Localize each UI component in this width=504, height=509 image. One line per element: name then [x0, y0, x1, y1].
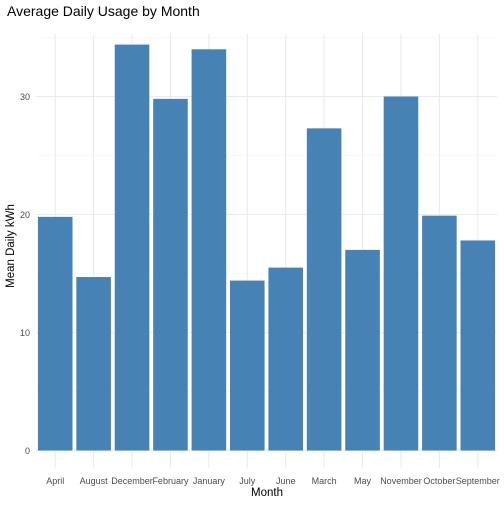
bar-june: [268, 267, 303, 451]
x-tick-label: May: [354, 476, 372, 486]
x-tick-label: November: [380, 476, 422, 486]
chart-title: Average Daily Usage by Month: [7, 3, 200, 19]
x-axis-tick-labels: April August December February January July Ju…: [46, 476, 500, 486]
x-tick-label: March: [312, 476, 337, 486]
bar-december: [114, 44, 150, 451]
bar-january: [191, 49, 227, 451]
x-tick-label: April: [46, 476, 64, 486]
x-tick-label: October: [423, 476, 455, 486]
x-tick-label: July: [239, 476, 256, 486]
x-tick-label: January: [193, 476, 226, 486]
bar-september: [460, 240, 496, 451]
x-tick-label: September: [456, 476, 500, 486]
minor-gridlines: [36, 37, 497, 392]
bar-february: [153, 98, 188, 451]
bar-series: [37, 44, 496, 451]
x-tick-label: August: [80, 476, 109, 486]
x-tick-label: February: [152, 476, 189, 486]
x-tick-label: December: [111, 476, 153, 486]
y-axis-label: Mean Daily kWh: [5, 204, 17, 288]
y-tick-label: 10: [20, 328, 30, 338]
bar-march: [306, 128, 342, 451]
y-tick-label: 20: [20, 210, 30, 220]
y-tick-label: 30: [20, 92, 30, 102]
bar-october: [422, 215, 457, 451]
x-tick-label: June: [276, 476, 296, 486]
y-axis-tick-labels: 0 10 20 30: [20, 92, 30, 456]
bar-july: [230, 280, 265, 451]
bar-november: [383, 96, 419, 451]
x-axis-label: Month: [251, 487, 283, 499]
bar-april: [37, 216, 73, 451]
bar-august: [76, 277, 111, 451]
bar-may: [345, 249, 380, 451]
y-tick-label: 0: [25, 446, 30, 456]
